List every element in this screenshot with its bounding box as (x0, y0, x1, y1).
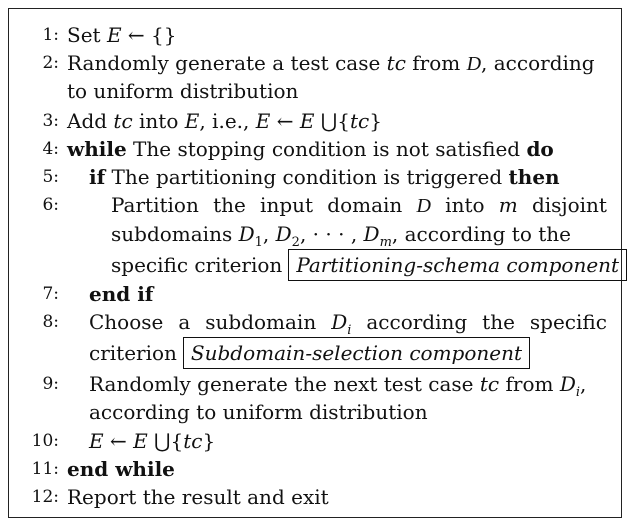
line-number: 12: (31, 487, 59, 507)
line-number: 1: (42, 25, 59, 45)
keyword: if (89, 165, 106, 189)
math-symbol: tc (386, 51, 406, 75)
line-text: Set (67, 23, 107, 47)
line-number: 7: (42, 284, 59, 304)
partitioning-schema-component-box: Partitioning-schema component (288, 249, 628, 281)
math-symbol: D (466, 53, 482, 75)
line-number: 11: (31, 459, 59, 479)
keyword: while (67, 137, 127, 161)
algorithm-box: 1: Set E ← {} 2: Randomly generate a tes… (8, 8, 628, 518)
line-number: 8: (42, 312, 59, 332)
line-text: ← {} (121, 23, 177, 47)
line-text: from (405, 51, 467, 75)
line-text: Randomly generate a test case (67, 51, 387, 75)
line-text: , according (481, 51, 595, 75)
keyword: end if (89, 282, 154, 306)
math-symbol: E (106, 23, 122, 47)
subdomain-selection-component-box: Subdomain-selection component (182, 337, 531, 369)
line-number: 10: (31, 431, 59, 451)
keyword: end while (67, 457, 175, 481)
line-number: 2: (42, 53, 59, 73)
line-number: 5: (42, 167, 59, 187)
keyword: then (508, 165, 560, 189)
line-number: 3: (42, 111, 59, 131)
keyword: do (526, 137, 554, 161)
line-number: 4: (42, 139, 59, 159)
line-text: to uniform distribution (67, 79, 299, 103)
line-number: 6: (42, 195, 59, 215)
line-number: 9: (42, 374, 59, 394)
